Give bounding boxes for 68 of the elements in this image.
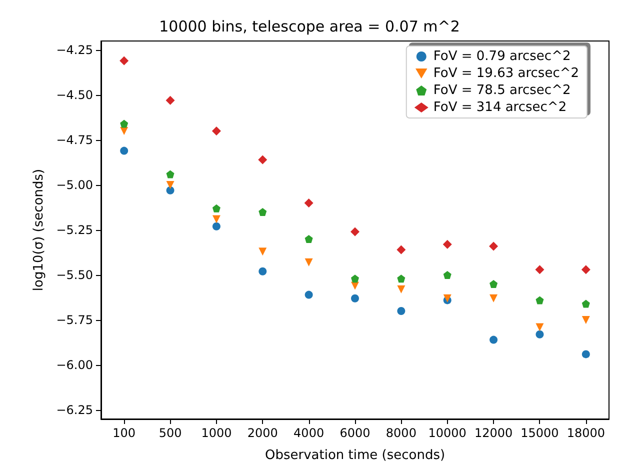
- point: [166, 181, 174, 189]
- point: [443, 271, 452, 279]
- y-tick-label: −5.75: [56, 313, 93, 327]
- x-tick-label: 6000: [340, 426, 370, 440]
- point: [304, 198, 314, 208]
- point: [304, 235, 313, 243]
- point: [304, 258, 313, 266]
- point: [581, 265, 590, 274]
- point: [396, 245, 406, 254]
- point: [535, 265, 544, 274]
- y-axis-title: log10(σ) (seconds): [31, 168, 46, 292]
- legend-label: FoV = 19.63 arcsec^2: [433, 66, 580, 81]
- point: [442, 240, 452, 249]
- chart-title: 10000 bins, telescope area = 0.07 m^2: [159, 18, 460, 36]
- point: [582, 316, 590, 324]
- point: [350, 227, 360, 236]
- point: [258, 208, 267, 216]
- point: [258, 248, 267, 256]
- point: [489, 242, 498, 251]
- y-tick-label: −4.50: [56, 88, 93, 102]
- x-axis-title: Observation time (seconds): [264, 448, 446, 463]
- y-tick-label: −5.50: [56, 268, 93, 282]
- point: [490, 280, 498, 288]
- x-tick-label: 18000: [566, 426, 606, 440]
- y-tick-label: −6.25: [56, 403, 93, 417]
- point: [351, 282, 359, 290]
- legend-label: FoV = 78.5 arcsec^2: [433, 83, 571, 98]
- point: [120, 120, 128, 128]
- x-tick-label: 500: [158, 426, 182, 440]
- point: [536, 323, 544, 332]
- y-tick-label: −4.25: [56, 43, 93, 57]
- y-tick-label: −4.75: [56, 133, 93, 147]
- x-tick-label: 12000: [474, 426, 513, 440]
- point: [166, 96, 175, 105]
- point: [120, 56, 129, 66]
- point: [536, 330, 544, 338]
- y-tick-label: −5.25: [56, 223, 93, 237]
- legend-label: FoV = 0.79 arcsec^2: [433, 49, 571, 64]
- x-tick-label: 10000: [428, 426, 466, 440]
- point: [397, 285, 406, 294]
- point: [351, 294, 359, 302]
- point: [351, 274, 359, 283]
- x-tick-label: 2000: [247, 426, 278, 440]
- point: [120, 146, 128, 155]
- point: [212, 204, 220, 212]
- x-tick-label: 15000: [520, 426, 559, 440]
- point: [166, 170, 174, 178]
- point: [258, 155, 268, 164]
- y-tick-label: −5.00: [56, 178, 93, 192]
- point: [212, 215, 220, 224]
- point: [212, 222, 220, 230]
- point: [212, 126, 221, 136]
- point: [490, 294, 498, 302]
- point: [582, 300, 590, 308]
- point: [304, 290, 313, 299]
- point: [582, 350, 590, 358]
- point: [490, 336, 498, 344]
- point: [536, 296, 544, 304]
- x-tick-label: 100: [112, 426, 136, 440]
- point: [166, 186, 174, 194]
- legend-label: FoV = 314 arcsec^2: [433, 100, 567, 115]
- x-tick-label: 1000: [201, 426, 232, 440]
- y-tick-label: −6.00: [56, 358, 93, 372]
- point: [258, 267, 267, 276]
- point: [397, 274, 406, 283]
- x-tick-label: 4000: [294, 426, 324, 440]
- x-tick-label: 8000: [386, 426, 416, 440]
- point: [397, 307, 406, 315]
